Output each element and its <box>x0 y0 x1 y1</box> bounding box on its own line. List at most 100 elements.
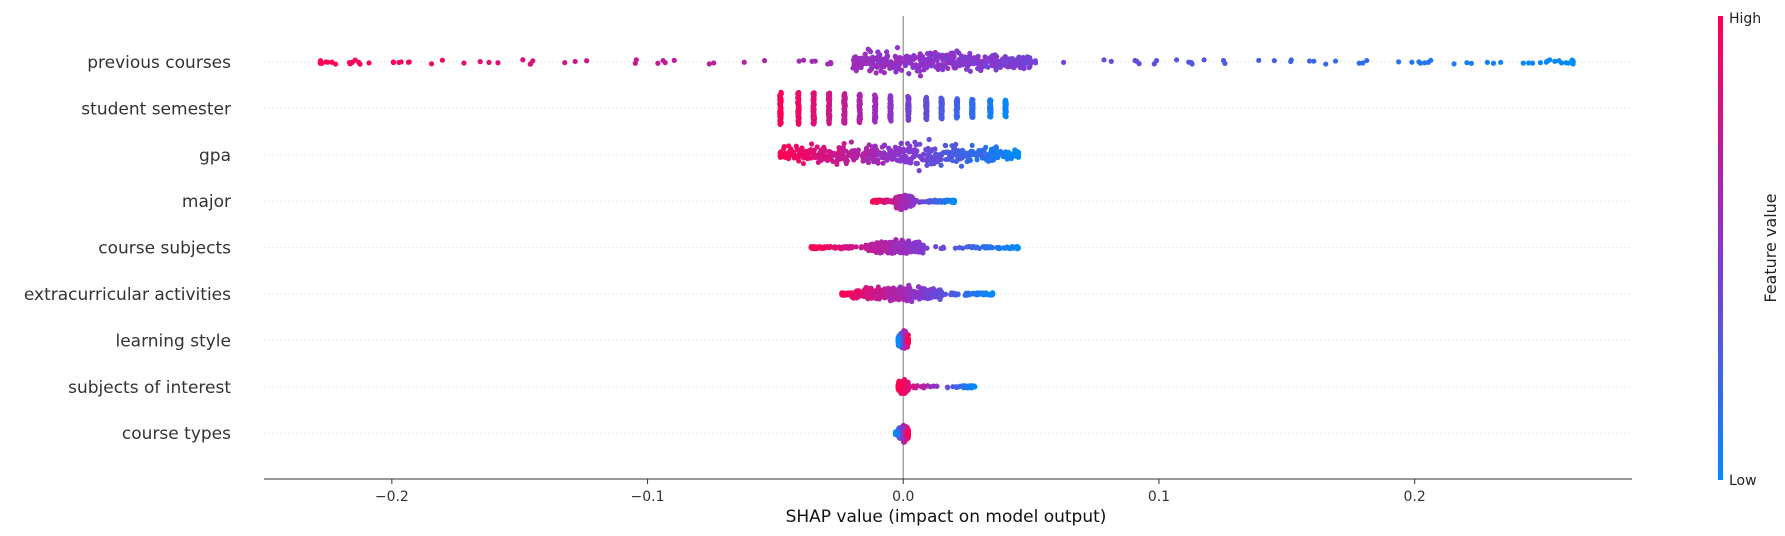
data-point <box>952 245 959 251</box>
data-point <box>883 197 889 203</box>
x-tick-label: 0.2 <box>1404 489 1426 505</box>
data-point <box>366 60 372 66</box>
data-point <box>520 57 526 63</box>
data-point <box>938 245 944 252</box>
data-point <box>842 120 848 126</box>
colorbar-gradient <box>1718 16 1723 480</box>
data-point <box>633 57 639 63</box>
feature-label: previous courses <box>87 53 231 73</box>
data-point <box>858 63 864 69</box>
data-point <box>964 244 970 250</box>
data-point <box>1396 59 1402 65</box>
data-point <box>993 67 999 73</box>
data-point <box>926 199 932 205</box>
colorbar-high-label: High <box>1729 11 1761 27</box>
data-point <box>995 245 1001 252</box>
data-point <box>805 156 811 162</box>
data-point <box>950 61 957 67</box>
data-point <box>1060 59 1067 65</box>
data-point <box>865 159 872 166</box>
data-point <box>917 57 924 63</box>
data-point <box>947 149 953 156</box>
data-point <box>875 284 881 290</box>
data-point <box>949 290 955 296</box>
data-point <box>939 67 946 73</box>
data-point <box>1484 59 1490 65</box>
x-tick-label: −0.2 <box>375 489 409 505</box>
feature-label: subjects of interest <box>68 378 231 398</box>
data-point <box>826 244 832 251</box>
data-point <box>1306 58 1313 64</box>
data-point <box>903 293 909 300</box>
data-point <box>897 55 904 61</box>
data-point <box>879 293 885 299</box>
data-point <box>912 139 918 145</box>
data-point <box>897 158 903 164</box>
data-point <box>800 57 807 63</box>
data-point <box>1186 59 1192 65</box>
data-point <box>863 145 870 152</box>
data-point <box>793 153 800 159</box>
data-point <box>1004 156 1010 162</box>
data-point <box>936 156 942 162</box>
data-point <box>974 157 980 163</box>
data-point <box>918 287 924 293</box>
data-point <box>1422 60 1428 66</box>
data-point <box>943 156 949 163</box>
data-point <box>1004 59 1011 65</box>
data-point <box>317 59 323 65</box>
data-point <box>853 244 859 250</box>
data-point <box>900 146 907 152</box>
data-point <box>893 69 899 75</box>
x-axis: −0.2 −0.1 0.0 0.1 0.2 <box>264 478 1632 505</box>
data-point <box>812 58 818 64</box>
data-point <box>977 152 984 158</box>
colorbar-title: Feature value <box>1761 193 1780 302</box>
data-point <box>809 141 815 147</box>
data-point <box>918 62 924 68</box>
data-point <box>819 149 825 155</box>
data-point <box>928 58 934 65</box>
data-point <box>405 59 412 65</box>
data-point <box>1256 57 1262 63</box>
data-point <box>917 73 924 79</box>
data-point <box>357 61 363 67</box>
data-point <box>1011 65 1017 71</box>
data-point <box>963 66 970 72</box>
data-point <box>943 143 949 149</box>
data-points <box>317 45 1576 445</box>
data-point <box>1003 114 1009 120</box>
data-point <box>819 154 825 160</box>
data-point <box>921 383 927 390</box>
data-point <box>918 293 924 299</box>
data-point <box>839 291 845 297</box>
data-point <box>439 57 445 63</box>
data-point <box>967 157 974 163</box>
data-point <box>1005 149 1011 155</box>
data-point <box>785 156 792 162</box>
data-point <box>933 244 939 250</box>
feature-label: learning style <box>115 331 231 351</box>
data-point <box>864 290 870 297</box>
feature-label: course types <box>122 424 231 444</box>
data-point <box>885 289 891 295</box>
data-point <box>913 149 920 155</box>
data-point <box>939 116 945 122</box>
data-point <box>833 159 840 165</box>
data-point <box>902 153 909 159</box>
data-point <box>985 64 991 70</box>
data-point <box>982 54 988 60</box>
data-point <box>893 237 899 243</box>
row-guides <box>264 61 1632 434</box>
data-point <box>872 63 879 69</box>
data-point <box>1570 59 1576 65</box>
data-point <box>869 198 876 204</box>
data-point <box>954 115 960 121</box>
data-point <box>884 49 890 55</box>
data-point <box>939 52 945 58</box>
data-point <box>970 114 976 121</box>
data-point <box>892 288 898 294</box>
data-point <box>924 162 930 168</box>
data-point <box>671 57 677 63</box>
